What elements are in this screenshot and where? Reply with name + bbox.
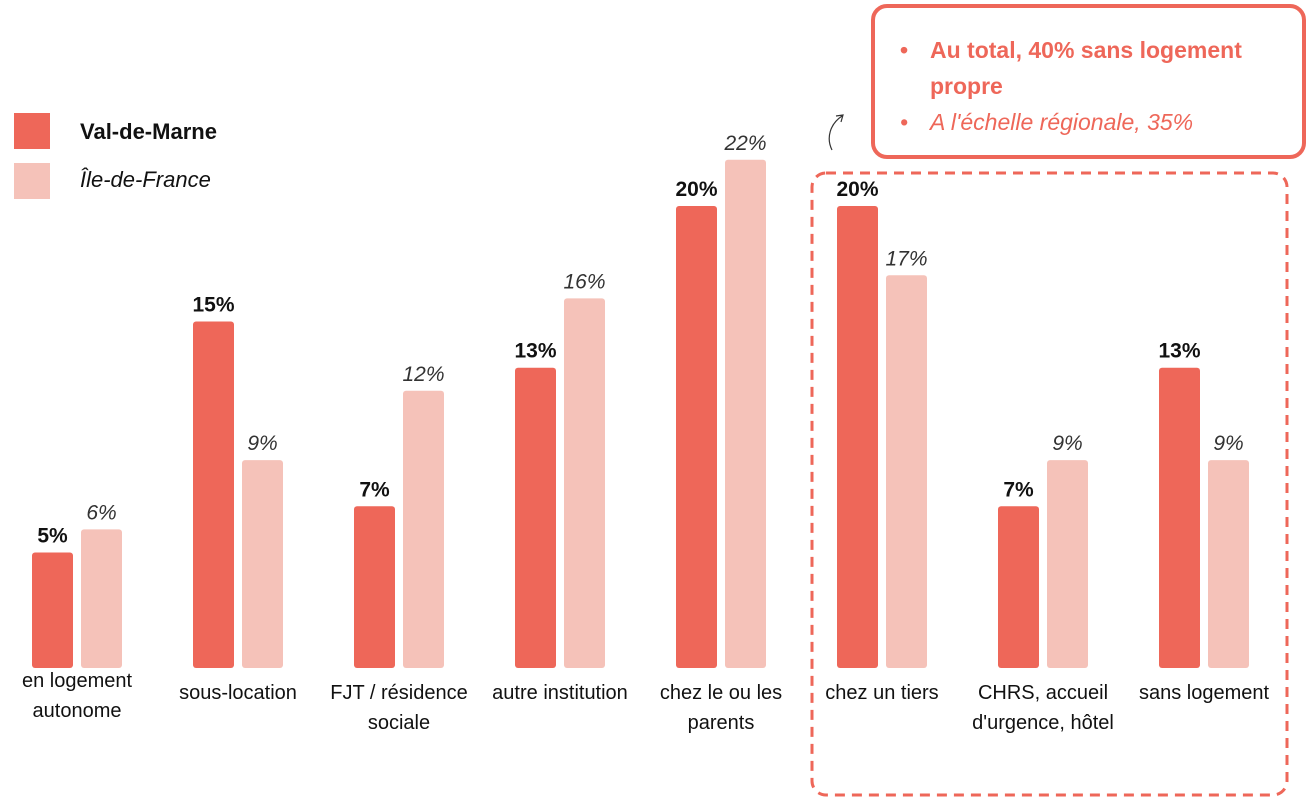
category-label: FJT / résidence sociale [330, 682, 468, 734]
value-label: 9% [1213, 432, 1243, 455]
bar [32, 552, 73, 668]
value-label: 22% [723, 132, 766, 155]
bar [81, 529, 122, 668]
value-label: 13% [514, 340, 556, 363]
bar [837, 206, 878, 668]
value-label: 9% [247, 432, 277, 455]
bar [725, 159, 766, 669]
bar [998, 506, 1039, 668]
bar [1208, 460, 1249, 668]
bar [564, 298, 605, 668]
bar [242, 460, 283, 668]
category-label: sous-location [179, 682, 297, 704]
legend-swatch [14, 163, 50, 199]
legend-label: Île-de-France [80, 167, 211, 192]
category-label: chez un tiers [825, 682, 939, 704]
value-label: 5% [37, 525, 68, 548]
arrow [828, 114, 844, 151]
annotation-text: Au total, 40% sans logement propre [900, 32, 1300, 104]
bar [403, 390, 444, 668]
value-label: 20% [836, 178, 878, 201]
annotation-text: A l'échelle régionale, 35% [900, 104, 1300, 140]
bar [676, 206, 717, 668]
value-label: 7% [1003, 478, 1034, 501]
value-label: 6% [86, 501, 116, 524]
category-label: en logement autonome [21, 670, 133, 722]
value-label: 9% [1052, 432, 1082, 455]
legend-label: Val-de-Marne [80, 119, 217, 144]
value-label: 15% [192, 294, 234, 317]
bar [193, 321, 234, 668]
value-label: 20% [675, 178, 717, 201]
value-label: 12% [402, 363, 444, 386]
category-label: chez le ou les parents [659, 682, 783, 734]
value-label: 13% [1158, 340, 1200, 363]
category-label: autre institution [492, 682, 628, 704]
highlight-box [810, 171, 1289, 797]
bar [1159, 367, 1200, 668]
value-label: 17% [885, 247, 927, 270]
annotation: Au total, 40% sans logement propre A l'é… [900, 32, 1300, 140]
bar [1047, 460, 1088, 668]
value-label: 7% [359, 478, 390, 501]
bar [515, 367, 556, 668]
category-label: CHRS, accueil d'urgence, hôtel [972, 682, 1114, 734]
bar [354, 506, 395, 668]
value-label: 16% [563, 270, 605, 293]
category-label: sans logement [1138, 682, 1270, 704]
bar [886, 275, 927, 668]
legend-swatch [14, 113, 50, 149]
